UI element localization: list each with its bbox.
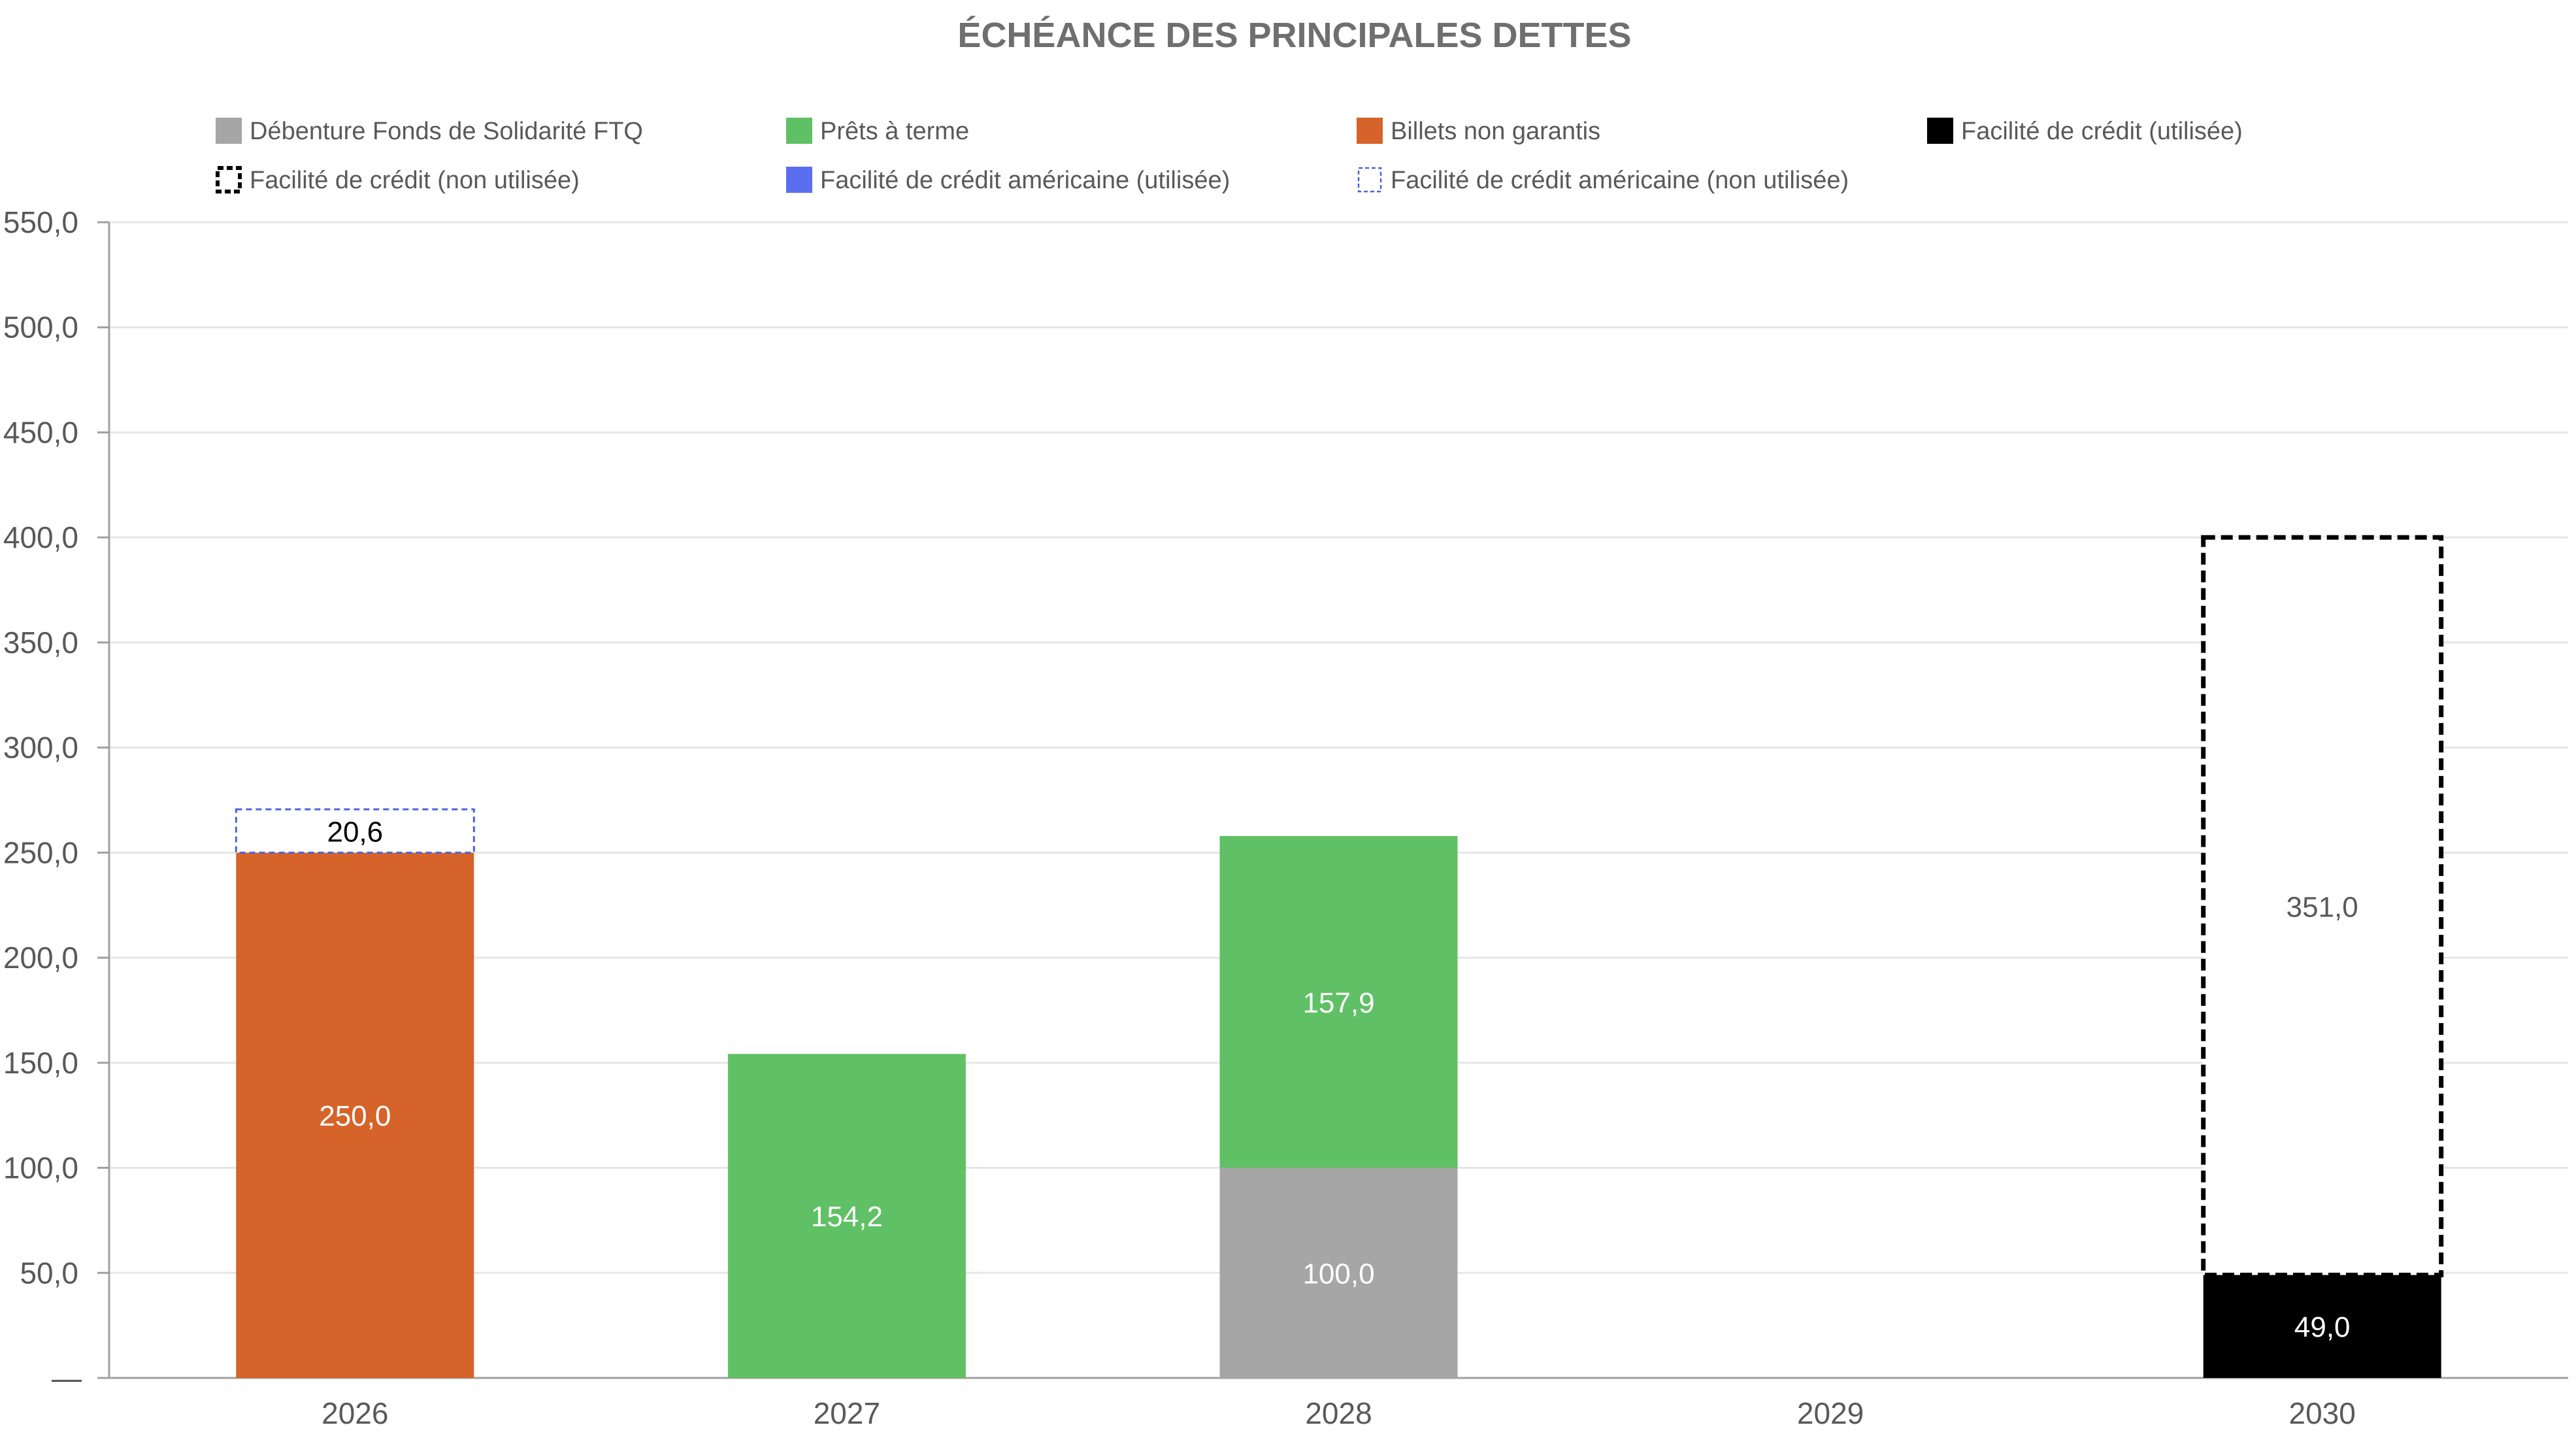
data-label: 351,0 [2287, 891, 2358, 923]
legend-label: Facilité de crédit (utilisée) [1961, 118, 2243, 145]
bar-segment [727, 1054, 966, 1378]
legend-label: Prêts à terme [820, 118, 969, 145]
legend-swatch [1357, 118, 1383, 144]
y-tick-label: 100,0 [3, 1151, 78, 1185]
y-tick-label: 300,0 [3, 731, 78, 765]
bar-segment [235, 808, 475, 854]
y-tick-label: 350,0 [3, 626, 78, 660]
legend-item[interactable]: Facilité de crédit américaine (utilisée) [786, 167, 1230, 194]
x-tick-label: 2027 [814, 1396, 880, 1430]
bar-segment [2201, 535, 2444, 1277]
data-label: 20,6 [327, 816, 383, 848]
data-label: 49,0 [2294, 1311, 2351, 1343]
legend-item[interactable]: Facilité de crédit (non utilisée) [216, 166, 580, 194]
y-tick-label: 200,0 [3, 941, 78, 975]
legend-swatch [1357, 167, 1382, 193]
legend-label: Facilité de crédit (non utilisée) [250, 167, 580, 194]
legend-label: Débenture Fonds de Solidarité FTQ [250, 118, 643, 145]
legend-label: Facilité de crédit américaine (utilisée) [820, 167, 1230, 194]
x-tick-label: 2029 [1797, 1396, 1864, 1430]
y-tick-label: 50,0 [20, 1256, 78, 1290]
y-tick-label: — [52, 1361, 82, 1395]
legend-swatch [786, 118, 812, 144]
data-label: 250,0 [319, 1100, 391, 1132]
legend-swatch [786, 167, 812, 193]
y-tick-label: 500,0 [3, 310, 78, 344]
x-tick-label: 2026 [322, 1396, 388, 1430]
data-labels: 250,0 20,6 154,2 100,0 157,9 49,0 351,0 [319, 816, 2358, 1343]
y-tick-label: 450,0 [3, 415, 78, 449]
y-tick-label: 550,0 [3, 205, 78, 239]
data-label: 157,9 [1302, 987, 1374, 1019]
chart-title: ÉCHÉANCE DES PRINCIPALES DETTES [957, 16, 1631, 55]
legend-item[interactable]: Facilité de crédit (utilisée) [1927, 118, 2243, 145]
legend-item[interactable]: Facilité de crédit américaine (non utili… [1357, 167, 1849, 194]
legend-item[interactable]: Billets non garantis [1357, 118, 1600, 145]
legend-swatch [216, 166, 242, 193]
legend-label: Facilité de crédit américaine (non utili… [1391, 167, 1849, 194]
legend[interactable]: Débenture Fonds de Solidarité FTQ Prêts à… [216, 118, 2243, 194]
bar-segment [1219, 835, 1458, 1168]
legend-swatch [1927, 118, 1953, 144]
bars [235, 535, 2444, 1378]
x-tick-label: 2030 [2289, 1396, 2356, 1430]
bar-segment [236, 852, 474, 1378]
y-tick-label: 250,0 [3, 835, 78, 869]
legend-label: Billets non garantis [1391, 118, 1600, 145]
data-label: 100,0 [1302, 1258, 1374, 1290]
legend-swatch [216, 118, 242, 144]
bar-segment [2203, 1275, 2441, 1378]
legend-item[interactable]: Prêts à terme [786, 118, 969, 145]
data-label: 154,2 [811, 1201, 883, 1233]
x-tick-label: 2028 [1305, 1396, 1372, 1430]
y-tick-label: 150,0 [3, 1046, 78, 1080]
legend-item[interactable]: Débenture Fonds de Solidarité FTQ [216, 118, 643, 145]
y-tick-label: 400,0 [3, 520, 78, 554]
bar-segment [1219, 1167, 1458, 1378]
